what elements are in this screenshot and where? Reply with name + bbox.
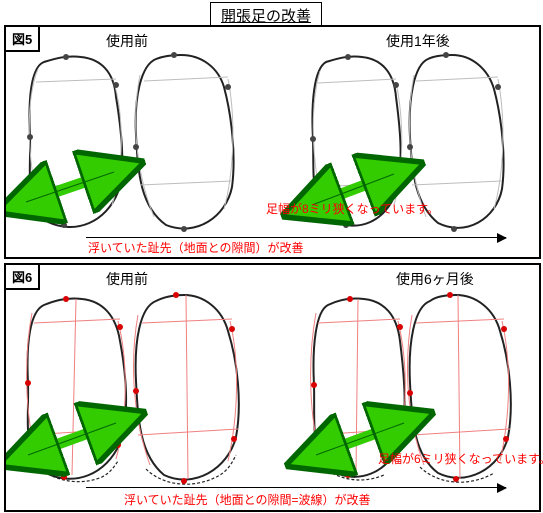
fig6-drawing xyxy=(6,265,539,510)
fig5-progress-arrow xyxy=(86,237,506,238)
fig5-after-label: 使用1年後 xyxy=(386,31,450,51)
fig5-label: 図5 xyxy=(4,25,40,52)
fig6-width-note: 足幅が6ミリ狭くなっています。 xyxy=(378,450,543,467)
fig5-bottom-note: 浮いていた趾先（地面との隙間）が改善 xyxy=(88,239,304,256)
fig6-label: 図6 xyxy=(4,263,40,290)
panel-fig5: 図5 使用前 使用1年後 xyxy=(4,25,541,259)
fig5-width-note: 足幅が8ミリ狭くなっています。 xyxy=(266,200,439,217)
panel-fig6: 図6 使用前 使用6ヶ月後 xyxy=(4,263,541,512)
fig6-bottom-note: 浮いていた趾先（地面との隙間=波線）が改善 xyxy=(124,491,371,508)
fig6-before-label: 使用前 xyxy=(106,269,148,289)
fig5-before-label: 使用前 xyxy=(106,31,148,51)
fig6-progress-arrow xyxy=(86,487,506,488)
fig6-after-label: 使用6ヶ月後 xyxy=(396,269,474,289)
fig5-drawing xyxy=(6,27,539,257)
